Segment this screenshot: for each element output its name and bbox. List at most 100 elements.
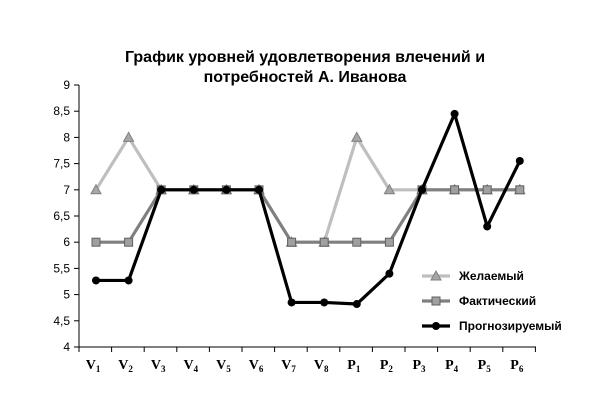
x-tick-main: V <box>216 358 226 373</box>
x-tick-main: P <box>478 358 487 373</box>
series-square <box>91 185 525 247</box>
data-point-circle <box>483 222 492 231</box>
chart-series <box>90 109 526 309</box>
data-point-circle <box>320 298 329 307</box>
x-tick-main: V <box>151 358 161 373</box>
data-point-circle <box>92 276 100 285</box>
y-axis-ticks: 4 4,5 5 5,5 6 6,5 7 7,5 8 8,5 9 <box>53 78 79 354</box>
data-point-square <box>124 237 134 247</box>
data-point-circle <box>222 185 231 194</box>
x-tick-subscript: 7 <box>291 364 296 374</box>
data-point-circle <box>352 300 361 309</box>
data-point-triangle <box>122 131 135 142</box>
x-tick-subscript: 8 <box>324 364 329 374</box>
legend-marker-triangle <box>430 269 442 281</box>
x-tick-label: V5 <box>216 358 231 374</box>
x-tick-main: V <box>249 358 259 373</box>
data-point-square <box>482 185 492 195</box>
y-tick-label: 6 <box>63 235 70 249</box>
x-tick-label: V6 <box>249 358 264 374</box>
x-tick-subscript: 1 <box>96 364 101 374</box>
x-tick-label: V3 <box>151 358 166 374</box>
data-point-square <box>319 237 329 247</box>
data-point-circle <box>157 185 166 194</box>
y-tick-label: 7,5 <box>53 157 70 171</box>
data-point-square <box>515 185 525 195</box>
y-tick-label: 6,5 <box>53 209 70 223</box>
data-point-circle <box>418 185 426 194</box>
y-tick-label: 8,5 <box>53 104 70 118</box>
x-tick-label: V2 <box>118 358 133 374</box>
x-tick-label: V4 <box>183 358 198 374</box>
legend-label: Желаемый <box>458 269 524 283</box>
x-tick-main: V <box>86 358 96 373</box>
x-tick-subscript: 3 <box>421 364 426 374</box>
y-tick-label: 5 <box>63 288 70 302</box>
series-circle <box>92 109 524 309</box>
x-tick-subscript: 2 <box>128 364 133 374</box>
data-point-circle <box>287 298 296 307</box>
y-tick-label: 4,5 <box>53 314 70 328</box>
data-point-triangle <box>383 183 396 195</box>
series-line <box>96 112 522 306</box>
chart-title-line-1: График уровней удовлетворения влечений и <box>125 49 485 66</box>
x-tick-subscript: 1 <box>356 364 361 374</box>
legend-item: Прогнозируемый <box>422 319 562 333</box>
data-point-circle <box>385 269 394 278</box>
chart-title: График уровней удовлетворения влечений и… <box>125 49 485 86</box>
x-tick-label: V1 <box>86 358 101 374</box>
x-tick-main: V <box>118 358 128 373</box>
x-tick-main: P <box>412 358 421 373</box>
x-tick-subscript: 5 <box>226 364 231 374</box>
x-tick-main: V <box>314 358 324 373</box>
data-point-circle <box>189 185 198 194</box>
data-point-square <box>91 237 101 247</box>
legend-marker-square <box>431 296 441 306</box>
x-tick-main: V <box>183 358 193 373</box>
legend-label: Фактический <box>459 294 536 308</box>
data-point-square <box>384 237 394 247</box>
legend-marker-circle <box>432 322 440 330</box>
x-axis-ticks: V1 V2 V3 V4 V5 V6 V7 V8 P1 P2 P3 P4 P5 P6 <box>78 347 536 374</box>
chart-title-line-2: потребностей А. Иванова <box>204 69 407 86</box>
x-tick-subscript: 3 <box>161 364 166 374</box>
x-tick-label: P5 <box>478 358 492 374</box>
x-tick-main: P <box>510 358 519 373</box>
data-point-square <box>450 185 460 195</box>
x-tick-label: P1 <box>347 358 361 374</box>
y-tick-label: 9 <box>63 78 70 92</box>
x-tick-main: P <box>347 358 356 373</box>
data-point-circle <box>124 276 133 285</box>
data-point-triangle <box>90 183 102 195</box>
chart-legend: Желаемый Фактический Прогнозируемый <box>422 269 562 333</box>
x-tick-subscript: 5 <box>486 364 491 374</box>
x-tick-subscript: 6 <box>519 364 524 374</box>
legend-label: Прогнозируемый <box>459 319 562 333</box>
legend-item: Желаемый <box>422 269 524 283</box>
x-tick-label: V7 <box>281 358 296 374</box>
data-point-circle <box>450 109 459 118</box>
data-point-circle <box>255 185 263 194</box>
x-tick-label: V8 <box>314 358 329 374</box>
data-point-circle <box>515 156 524 165</box>
y-tick-label: 7 <box>63 183 70 197</box>
data-point-square <box>287 237 297 247</box>
x-tick-subscript: 4 <box>454 364 459 374</box>
x-tick-main: P <box>380 358 389 373</box>
x-tick-subscript: 6 <box>259 364 264 374</box>
y-tick-label: 8 <box>63 130 70 144</box>
x-tick-label: P2 <box>380 358 394 374</box>
x-tick-subscript: 4 <box>194 364 199 374</box>
y-tick-label: 5,5 <box>53 261 70 275</box>
data-point-triangle <box>350 131 363 142</box>
x-tick-main: P <box>445 358 454 373</box>
x-tick-main: V <box>281 358 291 373</box>
x-tick-label: P3 <box>412 358 426 374</box>
x-tick-label: P4 <box>445 358 459 374</box>
legend-item: Фактический <box>422 294 536 308</box>
x-tick-subscript: 2 <box>388 364 393 374</box>
y-tick-label: 4 <box>63 340 70 354</box>
x-tick-label: P6 <box>510 358 524 374</box>
data-point-square <box>352 237 362 247</box>
